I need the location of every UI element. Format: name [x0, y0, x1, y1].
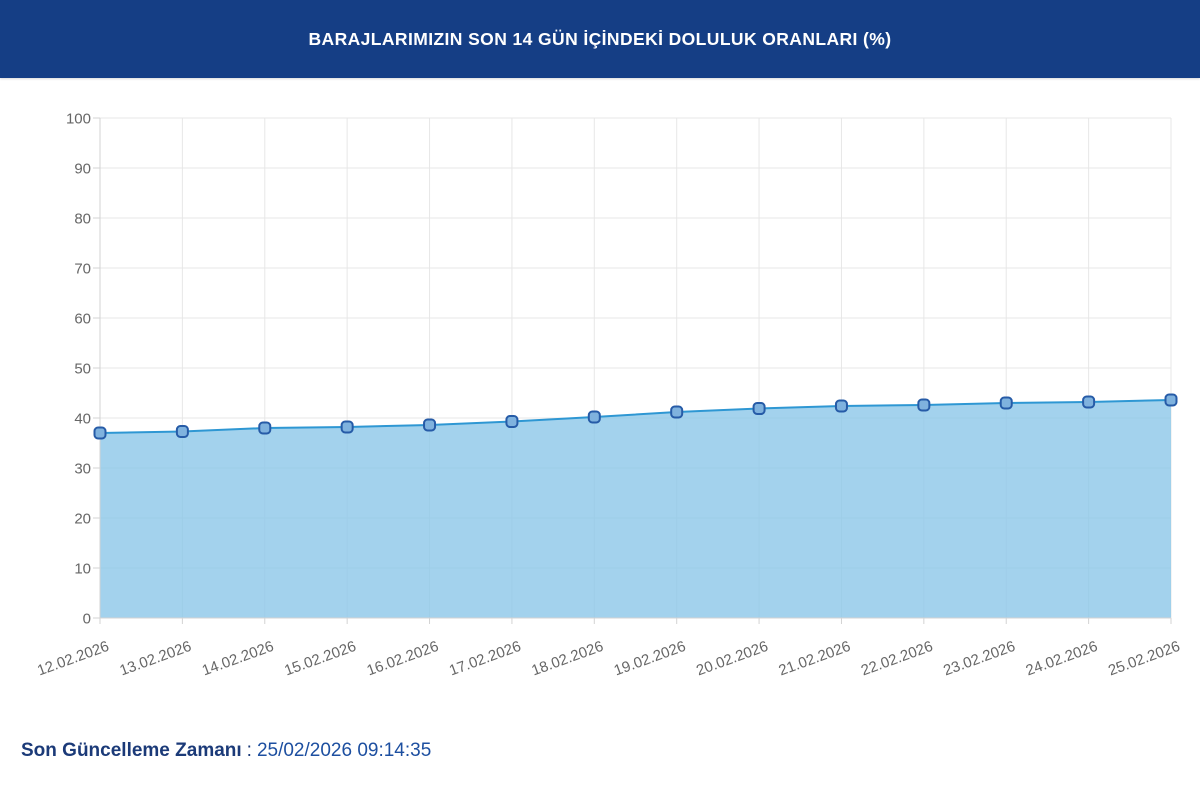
data-point[interactable] [93, 426, 107, 440]
header-bar: BARAJLARIMIZIN SON 14 GÜN İÇİNDEKİ DOLUL… [0, 0, 1200, 78]
x-tick-label: 15.02.2026 [282, 638, 358, 680]
x-tick-label: 25.02.2026 [1106, 638, 1182, 680]
axes [93, 117, 1172, 624]
y-tick-label: 0 [83, 610, 91, 627]
chart-container: 0 10 20 30 40 50 60 70 80 90 100 12.02.2026 13.02.20… [0, 78, 1200, 718]
data-point[interactable] [1164, 393, 1178, 407]
data-point[interactable] [258, 421, 272, 435]
x-tick-label: 16.02.2026 [365, 638, 441, 680]
data-point[interactable] [505, 415, 519, 428]
x-tick-label: 14.02.2026 [200, 638, 276, 680]
x-axis-labels: 12.02.2026 13.02.2026 14.02.2026 15.02.2026… [35, 638, 1182, 680]
x-tick-label: 24.02.2026 [1024, 638, 1100, 680]
data-point[interactable] [917, 398, 931, 412]
x-tick-label: 21.02.2026 [776, 638, 852, 680]
x-tick-label: 22.02.2026 [859, 638, 935, 680]
page-title: BARAJLARIMIZIN SON 14 GÜN İÇİNDEKİ DOLUL… [308, 28, 892, 49]
y-tick-label: 70 [74, 260, 91, 277]
data-point[interactable] [752, 402, 766, 415]
y-tick-label: 20 [74, 510, 91, 527]
y-tick-label: 60 [74, 310, 91, 327]
last-update-line: Son Güncelleme Zamanı:25/02/2026 09:14:3… [0, 740, 1200, 762]
y-tick-label: 80 [74, 210, 91, 227]
data-point[interactable] [834, 399, 848, 413]
area-series [99, 399, 1172, 618]
trend-line [99, 399, 1172, 434]
y-tick-label: 30 [74, 460, 91, 477]
area-chart: 0 10 20 30 40 50 60 70 80 90 100 12.02.2026 13.02.20… [35, 110, 1182, 680]
data-point[interactable] [999, 396, 1013, 410]
data-point[interactable] [670, 405, 684, 419]
x-tick-label: 20.02.2026 [694, 638, 770, 680]
last-update-label: Son Güncelleme Zamanı [21, 740, 242, 761]
data-point[interactable] [175, 425, 189, 438]
x-tick-label: 12.02.2026 [35, 638, 111, 680]
last-update-value: 25/02/2026 09:14:35 [256, 740, 432, 761]
y-tick-label: 50 [74, 360, 91, 377]
area-fill [100, 400, 1171, 618]
x-tick-label: 13.02.2026 [117, 638, 193, 680]
last-update-separator: : [246, 740, 252, 761]
data-point[interactable] [340, 420, 354, 434]
data-point[interactable] [587, 410, 601, 424]
x-tick-label: 17.02.2026 [447, 638, 523, 680]
y-tick-label: 40 [74, 410, 91, 427]
x-tick-label: 18.02.2026 [529, 638, 605, 680]
y-tick-label: 10 [74, 560, 91, 577]
data-point[interactable] [1082, 395, 1096, 409]
x-tick-label: 19.02.2026 [612, 638, 688, 680]
data-points [93, 393, 1178, 440]
y-tick-label: 100 [66, 110, 91, 127]
data-point[interactable] [423, 418, 437, 432]
x-tick-label: 23.02.2026 [941, 638, 1017, 680]
y-tick-label: 90 [74, 160, 91, 177]
y-axis-labels: 0 10 20 30 40 50 60 70 80 90 100 [66, 110, 91, 627]
